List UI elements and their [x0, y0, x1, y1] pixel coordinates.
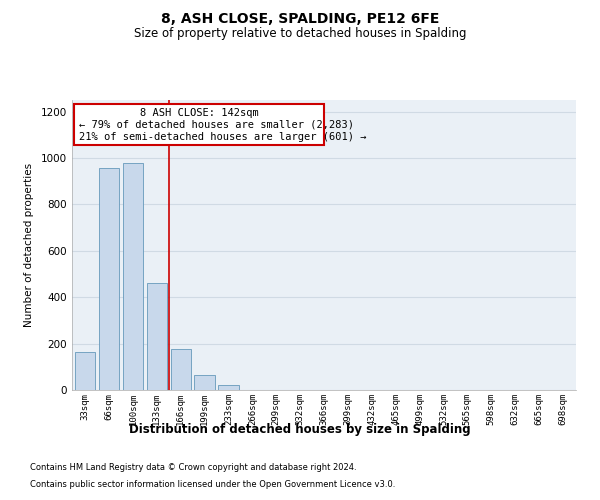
Bar [170, 350, 191, 390]
Text: 8, ASH CLOSE, SPALDING, PE12 6FE: 8, ASH CLOSE, SPALDING, PE12 6FE [161, 12, 439, 26]
Text: Contains HM Land Registry data © Crown copyright and database right 2024.: Contains HM Land Registry data © Crown c… [30, 464, 356, 472]
Bar [146, 282, 167, 390]
Text: Size of property relative to detached houses in Spalding: Size of property relative to detached ho… [134, 27, 466, 40]
Bar [218, 386, 239, 390]
Text: ← 79% of detached houses are smaller (2,283): ← 79% of detached houses are smaller (2,… [79, 120, 354, 130]
Text: 8 ASH CLOSE: 142sqm: 8 ASH CLOSE: 142sqm [140, 108, 259, 118]
Bar [194, 375, 215, 390]
Text: Distribution of detached houses by size in Spalding: Distribution of detached houses by size … [129, 422, 471, 436]
Bar [123, 163, 143, 390]
Y-axis label: Number of detached properties: Number of detached properties [24, 163, 34, 327]
Bar [99, 168, 119, 390]
Bar [75, 352, 95, 390]
Text: Contains public sector information licensed under the Open Government Licence v3: Contains public sector information licen… [30, 480, 395, 489]
Bar [74, 104, 324, 144]
Text: 21% of semi-detached houses are larger (601) →: 21% of semi-detached houses are larger (… [79, 132, 367, 142]
